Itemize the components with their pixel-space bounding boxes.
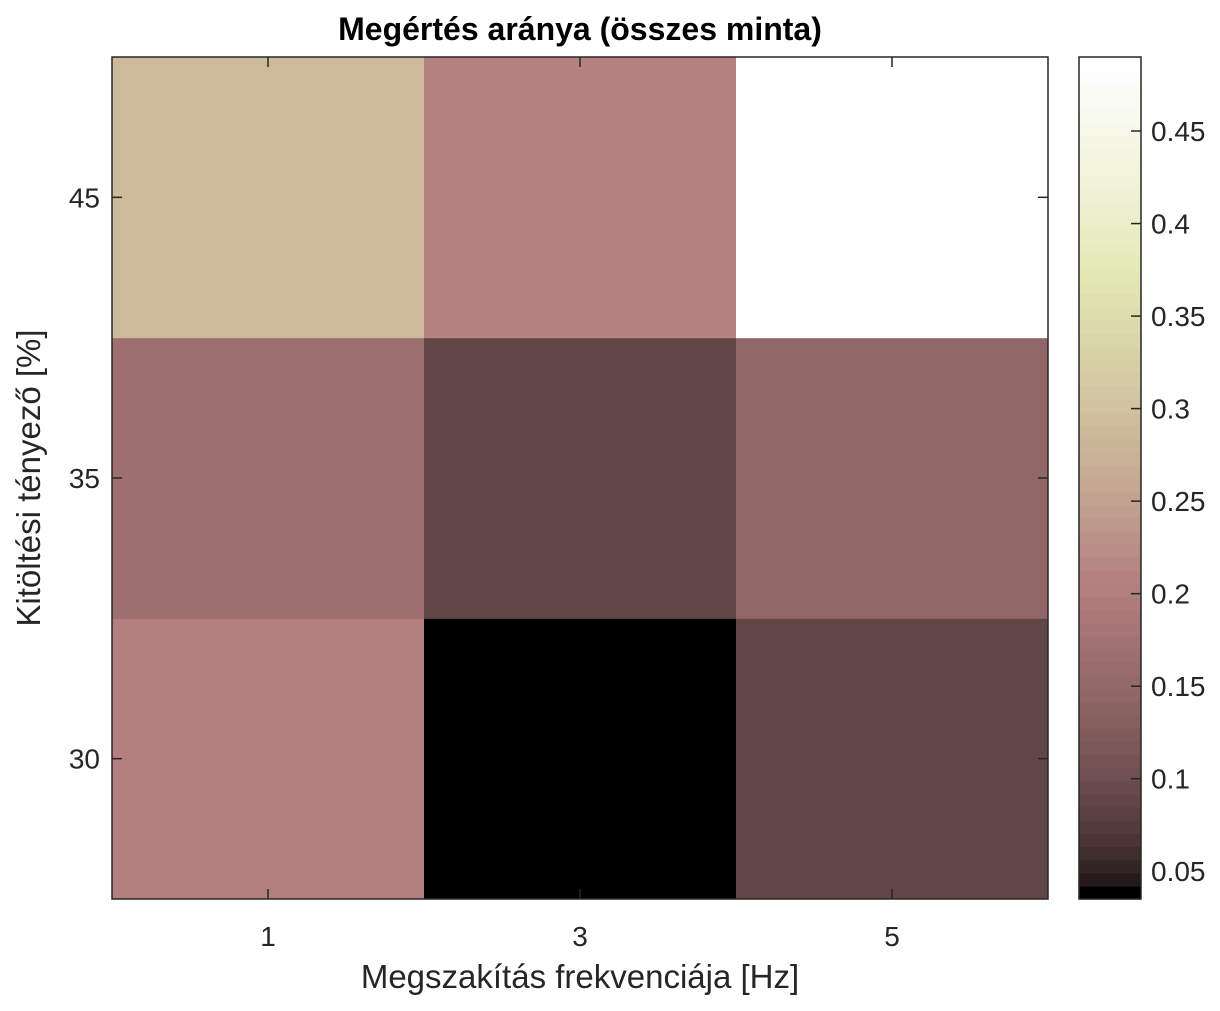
colorbar-segment [1079, 438, 1141, 453]
colorbar-tick-label: 0.2 [1151, 579, 1190, 610]
colorbar-segment [1079, 780, 1141, 795]
colorbar-segment [1079, 701, 1141, 716]
x-tick-label: 1 [260, 921, 276, 952]
colorbar-segment [1079, 122, 1141, 137]
colorbar-tick-label: 0.05 [1151, 856, 1206, 887]
colorbar-segment [1079, 596, 1141, 611]
colorbar-segment [1079, 478, 1141, 492]
y-axis-label: Kitöltési tényező [%] [10, 329, 47, 626]
colorbar-segment [1079, 820, 1141, 834]
colorbar [1079, 57, 1141, 900]
colorbar-tick-label: 0.15 [1151, 671, 1206, 702]
colorbar-segment [1079, 214, 1141, 229]
colorbar-segment [1079, 675, 1141, 690]
colorbar-segment [1079, 793, 1141, 808]
heatmap-cell [424, 618, 737, 900]
colorbar-tick-label: 0.35 [1151, 301, 1206, 332]
heatmap-cell [424, 337, 737, 619]
colorbar-segment [1079, 570, 1141, 584]
heatmap-cell [736, 337, 1049, 619]
x-tick-label: 5 [884, 921, 900, 952]
colorbar-segment [1079, 372, 1141, 387]
colorbar-segment [1079, 162, 1141, 177]
colorbar-segment [1079, 583, 1141, 598]
colorbar-segment [1079, 83, 1141, 98]
colorbar-segment [1079, 70, 1141, 84]
colorbar-segment [1079, 622, 1141, 637]
y-tick-label: 35 [69, 463, 100, 494]
colorbar-segment [1079, 228, 1141, 242]
colorbar-segment [1079, 412, 1141, 426]
colorbar-segment [1079, 267, 1141, 282]
colorbar-segment [1079, 254, 1141, 269]
colorbar-segment [1079, 464, 1141, 479]
colorbar-segment [1079, 727, 1141, 742]
heatmap-cell [112, 337, 425, 619]
colorbar-segment [1079, 649, 1141, 663]
y-tick-label: 45 [69, 182, 100, 213]
colorbar-segment [1079, 346, 1141, 361]
colorbar-segment [1079, 556, 1141, 571]
colorbar-segment [1079, 333, 1141, 348]
colorbar-segment [1079, 688, 1141, 703]
colorbar-segment [1079, 57, 1141, 71]
colorbar-segment [1079, 635, 1141, 650]
colorbar-segment [1079, 806, 1141, 821]
colorbar-segment [1079, 859, 1141, 874]
colorbar-segment [1079, 293, 1141, 308]
y-axis-ticks: 30 35 45 [69, 182, 1048, 775]
colorbar-segment [1079, 320, 1141, 334]
colorbar-segment [1079, 425, 1141, 440]
colorbar-segment [1079, 872, 1141, 887]
colorbar-segment [1079, 530, 1141, 545]
colorbar-frame [1078, 56, 1142, 900]
colorbar-segment [1079, 359, 1141, 374]
colorbar-segment [1079, 609, 1141, 624]
colorbar-tick-label: 0.4 [1151, 209, 1190, 240]
colorbar-segment [1079, 188, 1141, 203]
colorbar-segment [1079, 135, 1141, 150]
colorbar-segment [1079, 767, 1141, 782]
colorbar-segment [1079, 885, 1141, 900]
heatmap-cell [736, 57, 1049, 339]
heatmap-cell [112, 57, 425, 339]
y-tick-label: 30 [69, 744, 100, 775]
colorbar-segment [1079, 517, 1141, 532]
x-axis-ticks: 1 3 5 [260, 57, 900, 952]
heatmap-cell [736, 618, 1049, 900]
colorbar-segment [1079, 201, 1141, 216]
colorbar-segment [1079, 741, 1141, 755]
colorbar-segment [1079, 96, 1141, 111]
colorbar-segment [1079, 399, 1141, 413]
colorbar-segment [1079, 543, 1141, 558]
colorbar-segment [1079, 149, 1141, 163]
colorbar-segment [1079, 662, 1141, 676]
colorbar-segment [1079, 846, 1141, 861]
colorbar-segment [1079, 833, 1141, 847]
colorbar-tick-label: 0.25 [1151, 486, 1206, 517]
colorbar-segment [1079, 504, 1141, 519]
chart-title: Megértés aránya (összes minta) [338, 11, 822, 47]
colorbar-segment [1079, 714, 1141, 729]
colorbar-segment [1079, 109, 1141, 124]
colorbar-segment [1079, 491, 1141, 505]
x-tick-label: 3 [572, 921, 588, 952]
heatmap-cell [424, 57, 737, 339]
colorbar-tick-label: 0.45 [1151, 116, 1206, 147]
colorbar-segment [1079, 241, 1141, 255]
heatmap-cell [112, 618, 425, 900]
x-axis-label: Megszakítás frekvenciája [Hz] [361, 958, 799, 995]
colorbar-segment [1079, 306, 1141, 321]
colorbar-segment [1079, 175, 1141, 190]
colorbar-tick-label: 0.1 [1151, 764, 1190, 795]
heatmap-cells [112, 57, 1049, 900]
colorbar-segment [1079, 451, 1141, 466]
colorbar-tick-label: 0.3 [1151, 394, 1190, 425]
colorbar-segment [1079, 280, 1141, 295]
colorbar-segment [1079, 754, 1141, 769]
colorbar-ticks: 0.05 0.1 0.15 0.2 0.25 0.3 0.35 0.4 0.45 [1131, 116, 1206, 887]
colorbar-segment [1079, 385, 1141, 400]
